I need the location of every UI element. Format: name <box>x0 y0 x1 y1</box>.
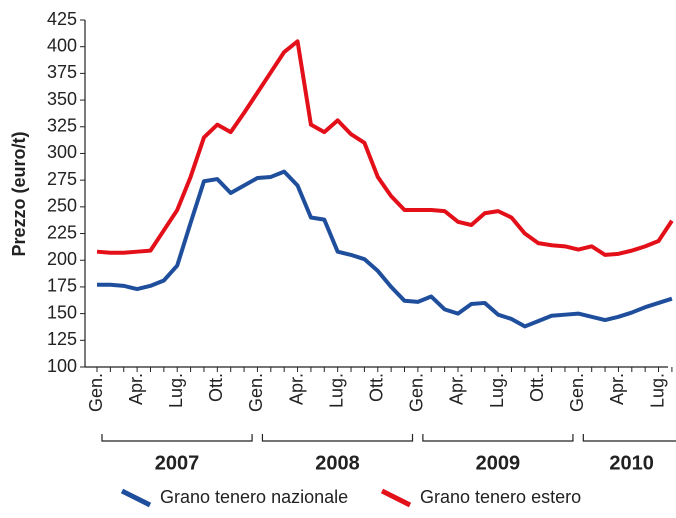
x-tick-label: Apr. <box>447 373 467 405</box>
y-tick-label: 225 <box>47 222 77 242</box>
legend-label: Grano tenero nazionale <box>160 487 348 507</box>
y-tick-label: 125 <box>47 329 77 349</box>
x-tick-label: Lug. <box>166 373 186 408</box>
x-tick-label: Apr. <box>126 373 146 405</box>
x-tick-label: Apr. <box>286 373 306 405</box>
y-tick-label: 425 <box>47 9 77 29</box>
line <box>97 169 673 329</box>
y-tick-label: 300 <box>47 142 77 162</box>
x-tick-label: Lug. <box>326 373 346 408</box>
line <box>96 39 674 257</box>
y-tick-label: 200 <box>47 249 77 269</box>
year-label: 2010 <box>609 452 654 474</box>
x-tick-label: Gen. <box>86 373 106 412</box>
x-tick-label: Apr. <box>607 373 627 405</box>
y-tick-label: 400 <box>47 35 77 55</box>
x-tick-label: Gen. <box>567 373 587 412</box>
x-tick-label: Ott. <box>206 373 226 402</box>
y-tick-label: 250 <box>47 196 77 216</box>
y-tick-label: 175 <box>47 276 77 296</box>
y-tick-label: 375 <box>47 62 77 82</box>
y-tick-label: 150 <box>47 302 77 322</box>
y-axis-label: Prezzo (euro/t) <box>9 131 29 256</box>
x-tick-label: Lug. <box>647 373 667 408</box>
year-label: 2007 <box>155 452 200 474</box>
legend-label: Grano tenero estero <box>420 487 581 507</box>
legend-swatch <box>120 488 152 508</box>
x-tick-label: Lug. <box>487 373 507 408</box>
y-tick-label: 350 <box>47 89 77 109</box>
year-bracket <box>101 434 253 442</box>
year-bracket <box>261 434 414 442</box>
year-label: 2009 <box>476 452 521 474</box>
year-bracket <box>422 434 574 442</box>
y-tick-label: 275 <box>47 169 77 189</box>
x-tick-label: Ott. <box>527 373 547 402</box>
x-tick-label: Gen. <box>246 373 266 412</box>
y-tick-label: 325 <box>47 116 77 136</box>
year-label: 2008 <box>315 452 360 474</box>
x-tick-label: Gen. <box>407 373 427 412</box>
x-tick-label: Ott. <box>367 373 387 402</box>
y-tick-label: 100 <box>47 356 77 376</box>
year-bracket <box>582 434 676 442</box>
legend-swatch <box>380 488 412 508</box>
